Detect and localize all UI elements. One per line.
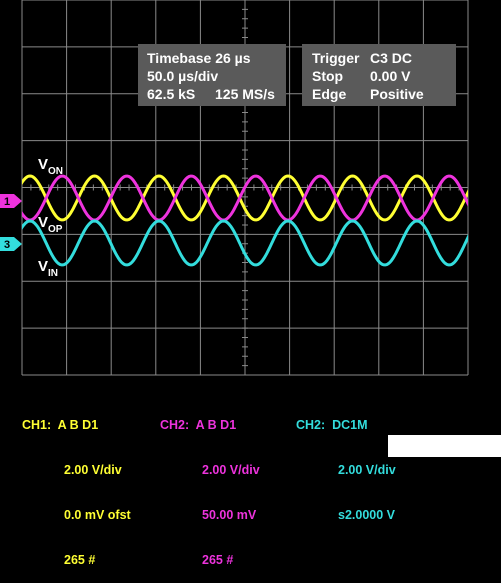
label-vop: V OP bbox=[38, 214, 63, 235]
stop-label: Stop bbox=[312, 68, 343, 84]
trigger-value: C3 DC bbox=[370, 50, 412, 66]
svg-text:V: V bbox=[38, 156, 48, 173]
trigger-label: Trigger bbox=[312, 50, 360, 66]
ch2-readout: CH2: A B D1 2.00 V/div 50.00 mV 265 # bbox=[160, 388, 260, 583]
ch3-volts-per-div: 2.00 V/div bbox=[338, 463, 396, 477]
svg-text:OP: OP bbox=[48, 224, 63, 235]
svg-text:V: V bbox=[38, 214, 48, 231]
ch2-title: CH2: A B D1 bbox=[160, 418, 237, 432]
ch1-readout: CH1: A B D1 2.00 V/div 0.0 mV ofst 265 # bbox=[22, 388, 131, 583]
ch3-offset: s2.0000 V bbox=[338, 508, 395, 522]
ch1-count: 265 # bbox=[64, 553, 96, 567]
svg-text:ON: ON bbox=[48, 166, 63, 177]
channel-1-marker[interactable]: 1 bbox=[0, 194, 22, 208]
trigger-info-box: Trigger C3 DC Stop 0.00 V Edge Positive bbox=[302, 44, 456, 106]
trace-von bbox=[22, 174, 468, 222]
svg-text:IN: IN bbox=[48, 268, 58, 279]
ch2-count: 265 # bbox=[202, 553, 234, 567]
edge-value: Positive bbox=[370, 86, 424, 102]
ch2-offset: 50.00 mV bbox=[202, 508, 257, 522]
time-per-div: 50.0 µs/div bbox=[147, 68, 218, 84]
label-vin: V IN bbox=[38, 258, 58, 279]
oscilloscope-screen: Timebase 26 µs 50.0 µs/div 62.5 kS 125 M… bbox=[0, 0, 469, 376]
sample-rate: 125 MS/s bbox=[215, 86, 275, 102]
ch2-volts-per-div: 2.00 V/div bbox=[202, 463, 260, 477]
timebase-info-box: Timebase 26 µs 50.0 µs/div 62.5 kS 125 M… bbox=[138, 44, 286, 106]
edge-label: Edge bbox=[312, 86, 346, 102]
ch1-offset: 0.0 mV ofst bbox=[64, 508, 131, 522]
channel-3-marker[interactable]: 3 bbox=[0, 237, 22, 251]
svg-text:3: 3 bbox=[4, 239, 10, 251]
label-von: V ON bbox=[38, 156, 63, 177]
trace-vin bbox=[22, 219, 468, 267]
ch3-readout: CH2: DC1M 2.00 V/div s2.0000 V bbox=[296, 388, 396, 538]
sample-count: 62.5 kS bbox=[147, 86, 195, 102]
stop-value: 0.00 V bbox=[370, 68, 411, 84]
blank-area bbox=[388, 435, 501, 457]
ch1-title: CH1: A B D1 bbox=[22, 418, 99, 432]
timebase-value: Timebase 26 µs bbox=[147, 50, 251, 66]
svg-text:V: V bbox=[38, 258, 48, 275]
ch3-title: CH2: DC1M bbox=[296, 418, 368, 432]
ch1-volts-per-div: 2.00 V/div bbox=[64, 463, 122, 477]
svg-text:1: 1 bbox=[4, 196, 10, 208]
